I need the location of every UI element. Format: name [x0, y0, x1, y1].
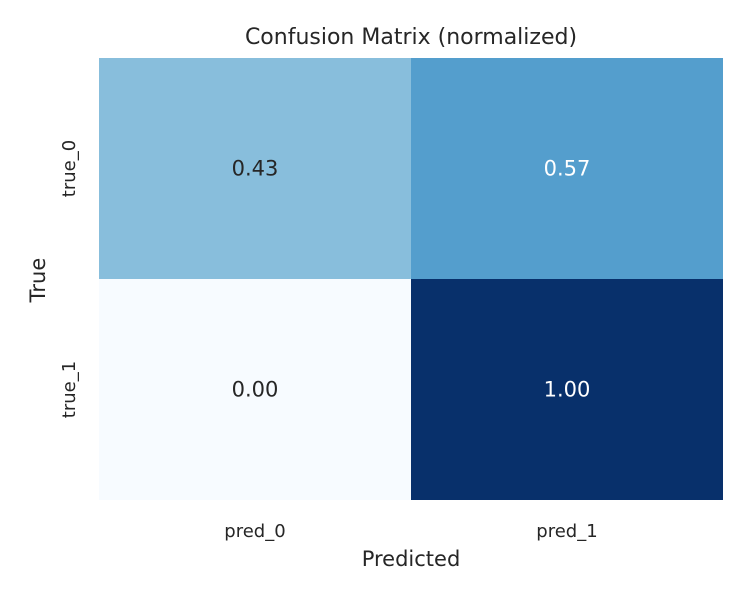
- heatmap-value-label-true_1-pred_0: 0.00: [232, 378, 279, 402]
- heatmap-value-label-true_1-pred_1: 1.00: [544, 378, 591, 402]
- heatmap-cell-true_1-pred_0: [99, 279, 411, 500]
- chart-title: Confusion Matrix (normalized): [245, 25, 577, 50]
- heatmap-value-labels: 0.43 0.57 0.00 1.00: [232, 157, 591, 402]
- heatmap-value-label-true_0-pred_1: 0.57: [544, 157, 591, 181]
- y-axis-tick-labels: true_0 true_1: [59, 140, 80, 418]
- heatmap-cell-true_1-pred_1: [411, 279, 723, 500]
- x-axis-tick-labels: pred_0 pred_1: [224, 521, 597, 542]
- heatmap-cell-true_0-pred_0: [99, 58, 411, 279]
- y-tick-label-true_0: true_0: [59, 140, 80, 197]
- y-axis-label: True: [26, 258, 50, 304]
- heatmap-cell-true_0-pred_1: [411, 58, 723, 279]
- heatmap-value-label-true_0-pred_0: 0.43: [232, 157, 279, 181]
- x-tick-label-pred_1: pred_1: [536, 521, 597, 542]
- y-tick-label-true_1: true_1: [59, 361, 80, 418]
- heatmap-grid: [99, 58, 723, 500]
- x-tick-label-pred_0: pred_0: [224, 521, 285, 542]
- x-axis-label: Predicted: [362, 547, 461, 571]
